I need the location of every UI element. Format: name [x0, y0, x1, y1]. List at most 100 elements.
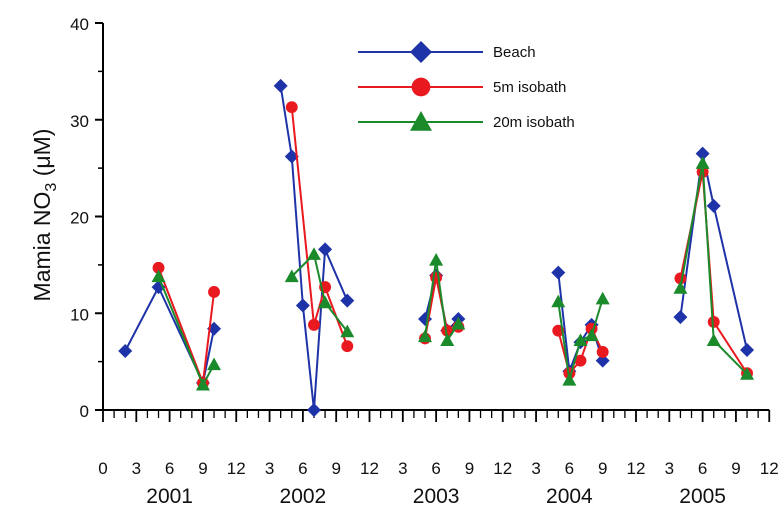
legend: Beach 5m isobath 20m isobath — [358, 41, 575, 131]
data-point — [306, 247, 321, 260]
x-axis: 0 3 6 9 12 2001 3 6 9 12 2002 3 6 9 12 2003 3 6 9 12 2004 3 6 9… — [98, 409, 779, 508]
y-axis: 0 10 20 30 40 — [70, 15, 104, 421]
data-point — [562, 373, 577, 386]
data-point — [306, 403, 321, 417]
legend-marker — [410, 41, 432, 63]
data-point — [273, 78, 288, 93]
x-tick-label: 3 — [398, 459, 407, 478]
x-tick-label: 9 — [465, 459, 474, 478]
x-year-label: 2002 — [280, 485, 327, 508]
data-point — [340, 324, 355, 338]
data-point — [695, 146, 710, 161]
series-line — [679, 153, 749, 351]
x-year-label: 2003 — [413, 485, 460, 508]
data-point — [284, 149, 299, 164]
data-point — [418, 329, 433, 343]
data-point — [551, 294, 566, 308]
y-axis-label-unit: (μM) — [29, 129, 55, 183]
x-tick-label: 12 — [360, 459, 379, 478]
series-line — [290, 107, 349, 347]
data-point — [706, 333, 721, 346]
data-point — [596, 346, 609, 358]
x-tick-label: 6 — [165, 459, 174, 478]
x-tick-label: 9 — [331, 459, 340, 478]
x-tick-label: 3 — [531, 459, 540, 478]
x-tick-label: 6 — [565, 459, 574, 478]
legend-entry: 5m isobath — [358, 77, 566, 97]
legend-label: Beach — [493, 44, 536, 61]
x-tick-label: 3 — [132, 459, 141, 478]
data-point — [318, 295, 333, 309]
data-point — [429, 253, 444, 266]
data-point — [573, 333, 588, 346]
y-tick-label: 0 — [80, 402, 89, 421]
x-tick-label: 6 — [431, 459, 440, 478]
y-tick-label: 10 — [70, 305, 89, 324]
data-point — [440, 333, 455, 346]
series-line — [279, 85, 349, 411]
series-line — [679, 163, 748, 375]
data-point — [430, 271, 443, 284]
data-point — [706, 198, 721, 213]
legend-label: 20m isobath — [493, 114, 575, 131]
x-year-label: 2005 — [679, 485, 726, 508]
series-line — [157, 267, 216, 384]
data-point — [151, 269, 166, 283]
data-point — [673, 310, 688, 325]
data-point — [295, 298, 310, 313]
data-point — [340, 293, 355, 308]
x-year-label: 2004 — [546, 485, 593, 508]
data-point — [584, 328, 599, 342]
x-year-label: 2001 — [146, 485, 193, 508]
x-tick-label: 12 — [493, 459, 512, 478]
data-point — [152, 261, 165, 274]
x-tick-label: 9 — [731, 459, 740, 478]
data-point — [707, 316, 720, 328]
y-tick-label: 20 — [70, 209, 89, 228]
data-point — [341, 340, 354, 353]
data-point — [308, 318, 320, 331]
x-tick-label: 3 — [265, 459, 274, 478]
x-tick-label: 12 — [760, 459, 779, 478]
x-tick-label: 3 — [665, 459, 674, 478]
plot-series — [118, 78, 755, 417]
data-point — [195, 377, 210, 391]
data-point — [451, 316, 466, 330]
series-line — [291, 252, 349, 333]
x-tick-label: 9 — [198, 459, 207, 478]
data-point — [207, 357, 222, 371]
legend-entry: 20m isobath — [358, 111, 575, 131]
legend-entry: Beach — [358, 41, 536, 63]
data-point — [284, 269, 299, 283]
y-axis-label-main: Mamia NO — [29, 192, 55, 302]
legend-marker — [411, 77, 431, 97]
x-tick-label: 9 — [598, 459, 607, 478]
x-tick-label: 0 — [98, 459, 107, 478]
series-line — [424, 259, 460, 344]
data-point — [595, 353, 610, 368]
data-point — [285, 101, 298, 114]
data-point — [574, 354, 587, 367]
series-line — [124, 284, 216, 387]
data-point — [208, 286, 220, 298]
x-tick-label: 12 — [227, 459, 246, 478]
x-tick-label: 6 — [298, 459, 307, 478]
data-point — [695, 156, 710, 169]
x-tick-label: 6 — [698, 459, 707, 478]
data-point — [441, 324, 454, 337]
data-point — [118, 343, 133, 358]
y-axis-label-subscript: 3 — [43, 183, 60, 192]
data-point — [595, 291, 610, 305]
y-axis-label: Mamia NO3 (μM) — [29, 129, 60, 302]
data-point — [673, 281, 688, 294]
series-20m-isobath — [151, 156, 755, 391]
data-point — [740, 343, 755, 358]
data-point — [740, 367, 755, 380]
legend-label: 5m isobath — [493, 79, 566, 96]
y-tick-label: 40 — [70, 15, 89, 34]
x-tick-label: 12 — [627, 459, 646, 478]
y-tick-label: 30 — [70, 112, 89, 131]
legend-marker — [410, 111, 432, 131]
data-point — [318, 242, 333, 257]
